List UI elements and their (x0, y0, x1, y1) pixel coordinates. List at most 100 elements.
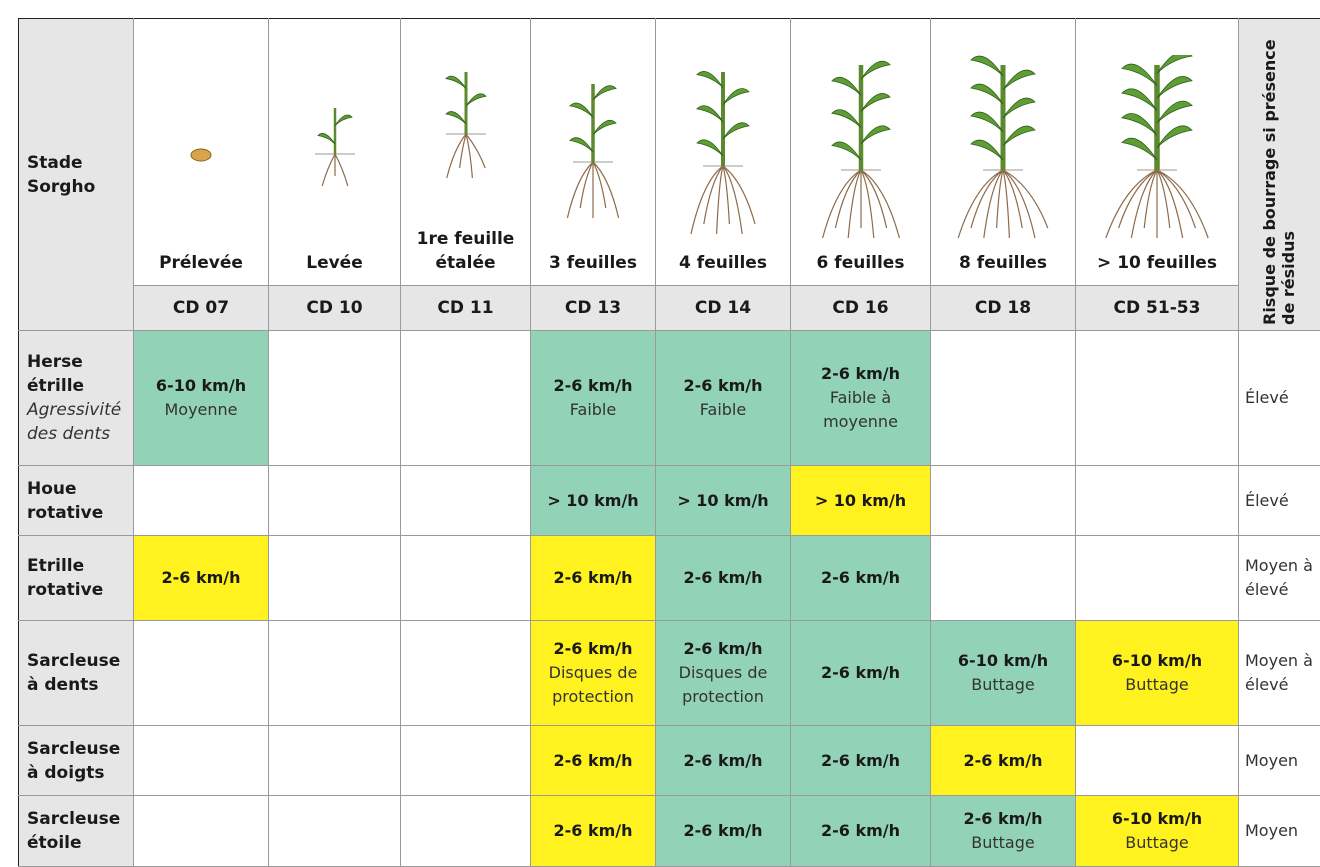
speed-note: Moyenne (134, 398, 268, 422)
speed-cell: > 10 km/h (531, 466, 656, 536)
risk-level: Moyen (1239, 796, 1320, 867)
speed-cell (401, 466, 531, 536)
risk-header-text: Risque de bourrage si présence de résidu… (1260, 25, 1300, 325)
risk-level: Élevé (1239, 466, 1320, 536)
stage-name: 8 feuilles (931, 251, 1075, 275)
stage-cell: > 10 feuilles (1076, 19, 1239, 286)
speed-note: Faible (656, 398, 790, 422)
plant-illustration (280, 55, 390, 245)
speed-cell (269, 331, 401, 466)
speed-cell (269, 726, 401, 796)
tool-name: Sarcleuse à doigts (19, 726, 134, 796)
speed-cell (134, 726, 269, 796)
speed-cell (269, 466, 401, 536)
stage-cell: 3 feuilles (531, 19, 656, 286)
speed-note: Faible à moyenne (791, 386, 930, 434)
speed: 2-6 km/h (656, 374, 790, 398)
speed: 2-6 km/h (531, 819, 655, 843)
stage-code: CD 11 (401, 286, 531, 331)
speed: 2-6 km/h (531, 566, 655, 590)
speed-cell (269, 796, 401, 867)
speed-cell (1076, 331, 1239, 466)
page: Stade SorghoPrélevéeLevée1re feuille éta… (0, 0, 1320, 866)
speed: 6-10 km/h (1076, 649, 1238, 673)
speed-cell: 2-6 km/h (931, 726, 1076, 796)
tool-label: Herse étrille (27, 352, 84, 396)
stage-cell: 6 feuilles (791, 19, 931, 286)
speed-cell (931, 466, 1076, 536)
tool-label: Houe rotative (27, 479, 103, 523)
speed-cell: 2-6 km/h (656, 536, 791, 621)
tool-label: Sarcleuse à doigts (27, 739, 120, 783)
speed: 2-6 km/h (791, 819, 930, 843)
speed-cell (401, 621, 531, 726)
speed: 2-6 km/h (791, 661, 930, 685)
tool-note: Agressivité des dents (27, 398, 133, 446)
stage-cell: 4 feuilles (656, 19, 791, 286)
plant-illustration (948, 55, 1058, 245)
speed-cell (931, 331, 1076, 466)
speed: 2-6 km/h (931, 749, 1075, 773)
risk-header: Risque de bourrage si présence de résidu… (1239, 19, 1320, 331)
speed-cell: 2-6 km/h (791, 536, 931, 621)
risk-level: Moyen à élevé (1239, 536, 1320, 621)
speed: > 10 km/h (656, 489, 790, 513)
speed: 2-6 km/h (656, 637, 790, 661)
tool-name: Sarcleuse à dents (19, 621, 134, 726)
speed-cell: 2-6 km/h (134, 536, 269, 621)
stage-code: CD 16 (791, 286, 931, 331)
stage-cell: Levée (269, 19, 401, 286)
speed-cell (269, 536, 401, 621)
stage-code: CD 07 (134, 286, 269, 331)
speed-cell: 2-6 km/h (791, 621, 931, 726)
speed-cell (1076, 466, 1239, 536)
speed-cell (401, 796, 531, 867)
speed-cell: 2-6 km/h (531, 796, 656, 867)
speed-cell (269, 621, 401, 726)
stage-name: Prélevée (134, 251, 268, 275)
risk-level: Moyen (1239, 726, 1320, 796)
tool-label: Sarcleuse à dents (27, 651, 120, 695)
speed-note: Buttage (931, 673, 1075, 697)
risk-level: Élevé (1239, 331, 1320, 466)
speed-cell (401, 331, 531, 466)
stage-code: CD 51-53 (1076, 286, 1239, 331)
speed-note: Buttage (1076, 831, 1238, 855)
speed: 6-10 km/h (134, 374, 268, 398)
speed-cell: 2-6 km/h (531, 726, 656, 796)
speed: 2-6 km/h (531, 749, 655, 773)
speed-cell: 2-6 km/h (656, 726, 791, 796)
speed: 2-6 km/h (531, 374, 655, 398)
stage-name: Levée (269, 251, 400, 275)
speed: > 10 km/h (531, 489, 655, 513)
stage-label: Stade Sorgho (19, 19, 134, 331)
speed-cell: > 10 km/h (791, 466, 931, 536)
tool-name: Sarcleuse étoile (19, 796, 134, 867)
plant-illustration (806, 55, 916, 245)
tool-name: Houe rotative (19, 466, 134, 536)
speed: 6-10 km/h (931, 649, 1075, 673)
speed: > 10 km/h (791, 489, 930, 513)
speed: 2-6 km/h (791, 749, 930, 773)
stage-code: CD 18 (931, 286, 1076, 331)
speed-cell: 2-6 km/h (656, 796, 791, 867)
speed: 6-10 km/h (1076, 807, 1238, 831)
stage-name: > 10 feuilles (1076, 251, 1238, 275)
speed-cell: 2-6 km/h (791, 796, 931, 867)
speed-cell: 2-6 km/h (791, 726, 931, 796)
speed: 2-6 km/h (791, 566, 930, 590)
speed-cell: 2-6 km/h (531, 536, 656, 621)
